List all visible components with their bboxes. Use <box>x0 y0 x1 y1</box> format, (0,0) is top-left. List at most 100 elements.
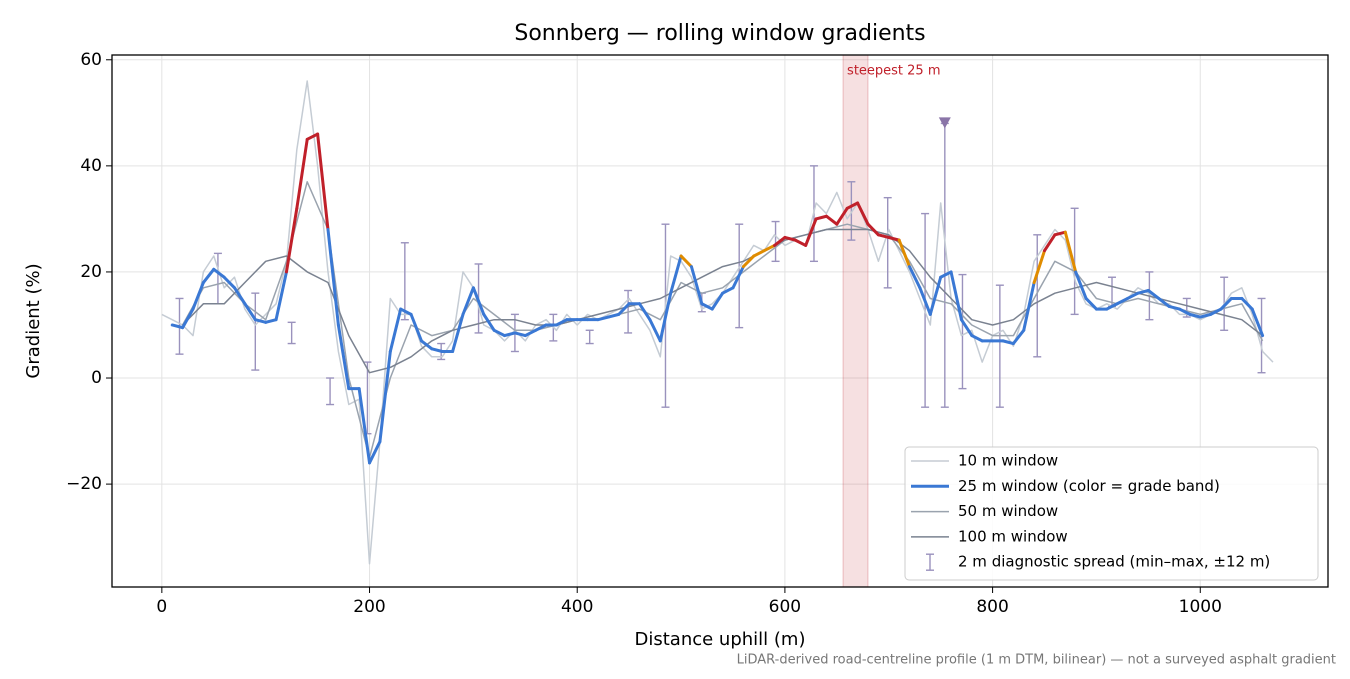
line-segment <box>378 349 392 444</box>
line-segment <box>700 302 714 311</box>
line-segment <box>554 318 569 327</box>
line-segment <box>326 228 340 327</box>
line-segment <box>482 312 496 332</box>
line-segment <box>970 334 984 343</box>
highlight-label: steepest 25 m <box>847 64 940 79</box>
line-segment <box>1053 230 1067 237</box>
line-segment <box>1115 296 1130 306</box>
line-segment <box>181 307 195 330</box>
x-tick-label: 600 <box>769 597 801 617</box>
line-segment <box>534 323 548 332</box>
legend-label: 10 m window <box>958 452 1058 470</box>
line-segment <box>1157 296 1171 308</box>
legend-label: 100 m window <box>958 527 1068 545</box>
line-segment <box>264 318 278 324</box>
line-segment <box>856 201 870 226</box>
x-tick-label: 1000 <box>1179 597 1222 617</box>
line-segment <box>648 318 662 343</box>
line-segment <box>1001 339 1015 346</box>
line-segment <box>876 233 891 239</box>
line-segment <box>1146 289 1161 300</box>
line-segment <box>513 331 527 338</box>
line <box>181 181 1264 459</box>
line-segment <box>689 265 704 306</box>
line-segment <box>1105 302 1119 311</box>
line-segment <box>658 291 673 343</box>
legend-label: 50 m window <box>958 502 1058 520</box>
line-segment <box>253 318 268 324</box>
line-segment <box>1011 328 1026 346</box>
highlight-band <box>842 54 869 588</box>
line-segment <box>814 214 828 221</box>
line-segment <box>1198 312 1213 319</box>
line-segment <box>336 323 351 391</box>
x-axis-label: Distance uphill (m) <box>635 629 806 650</box>
legend-box <box>904 446 1319 581</box>
line-segment <box>1126 291 1140 300</box>
line-segment <box>1032 249 1047 285</box>
line-segment <box>305 132 320 141</box>
line-segment <box>492 328 507 338</box>
line-segment <box>741 254 756 269</box>
x-tick-label: 800 <box>976 597 1008 617</box>
line-segment <box>523 328 538 338</box>
chart-title: Sonnberg — rolling window gradients <box>514 21 925 46</box>
line-segment <box>1178 307 1192 316</box>
line-segment <box>824 214 839 226</box>
line-segment <box>959 318 974 338</box>
y-tick-label: 20 <box>80 262 102 282</box>
line-segment <box>617 302 631 316</box>
line-segment <box>1063 230 1078 274</box>
plot-area <box>161 80 1274 565</box>
line-segment <box>368 440 382 465</box>
line-segment <box>388 307 403 353</box>
line-segment <box>170 323 185 330</box>
line-segment <box>399 307 413 316</box>
line-segment <box>866 222 880 237</box>
line-segment <box>284 206 299 274</box>
line-segment <box>793 238 808 247</box>
line-segment <box>606 312 621 319</box>
line-segment <box>274 270 288 322</box>
footnote: LiDAR-derived road-centreline profile (1… <box>737 653 1336 668</box>
line-segment <box>419 339 434 351</box>
line-segment <box>949 270 963 322</box>
line-segment <box>222 275 237 290</box>
line-segment <box>679 254 693 269</box>
line-segment <box>897 238 912 269</box>
line-segment <box>201 267 216 285</box>
y-axis-label: Gradient (%) <box>23 263 44 378</box>
clip-marker <box>938 117 951 129</box>
line-segment <box>762 243 777 253</box>
line-segment <box>918 286 932 316</box>
y-tick-label: 60 <box>80 50 102 70</box>
line-segment <box>752 249 766 258</box>
line-segment <box>451 312 465 353</box>
line-segment <box>1022 281 1036 332</box>
legend-label: 2 m diagnostic spread (min–max, ±12 m) <box>958 553 1270 571</box>
line-segment <box>461 286 475 316</box>
line-segment <box>243 302 257 322</box>
line-segment <box>191 281 205 311</box>
line-segment <box>1209 307 1223 316</box>
line-segment <box>1043 233 1057 253</box>
line-segment <box>710 291 725 311</box>
line-segment <box>928 275 943 316</box>
line-segment <box>430 347 444 353</box>
line-segment <box>1167 304 1182 311</box>
line-segment <box>721 286 735 295</box>
line-segment <box>409 312 423 343</box>
line-segment <box>1188 312 1202 319</box>
line-segment <box>471 286 486 316</box>
line-segment <box>669 254 683 295</box>
line-segment <box>295 137 309 210</box>
line-segment <box>908 265 922 290</box>
line-segment <box>773 235 787 247</box>
line-segment <box>212 267 226 279</box>
y-tick-label: 40 <box>80 156 102 176</box>
line-segment <box>1250 307 1265 338</box>
line-segment <box>1240 296 1254 311</box>
line-segment <box>939 270 953 279</box>
x-tick-label: 400 <box>561 597 593 617</box>
